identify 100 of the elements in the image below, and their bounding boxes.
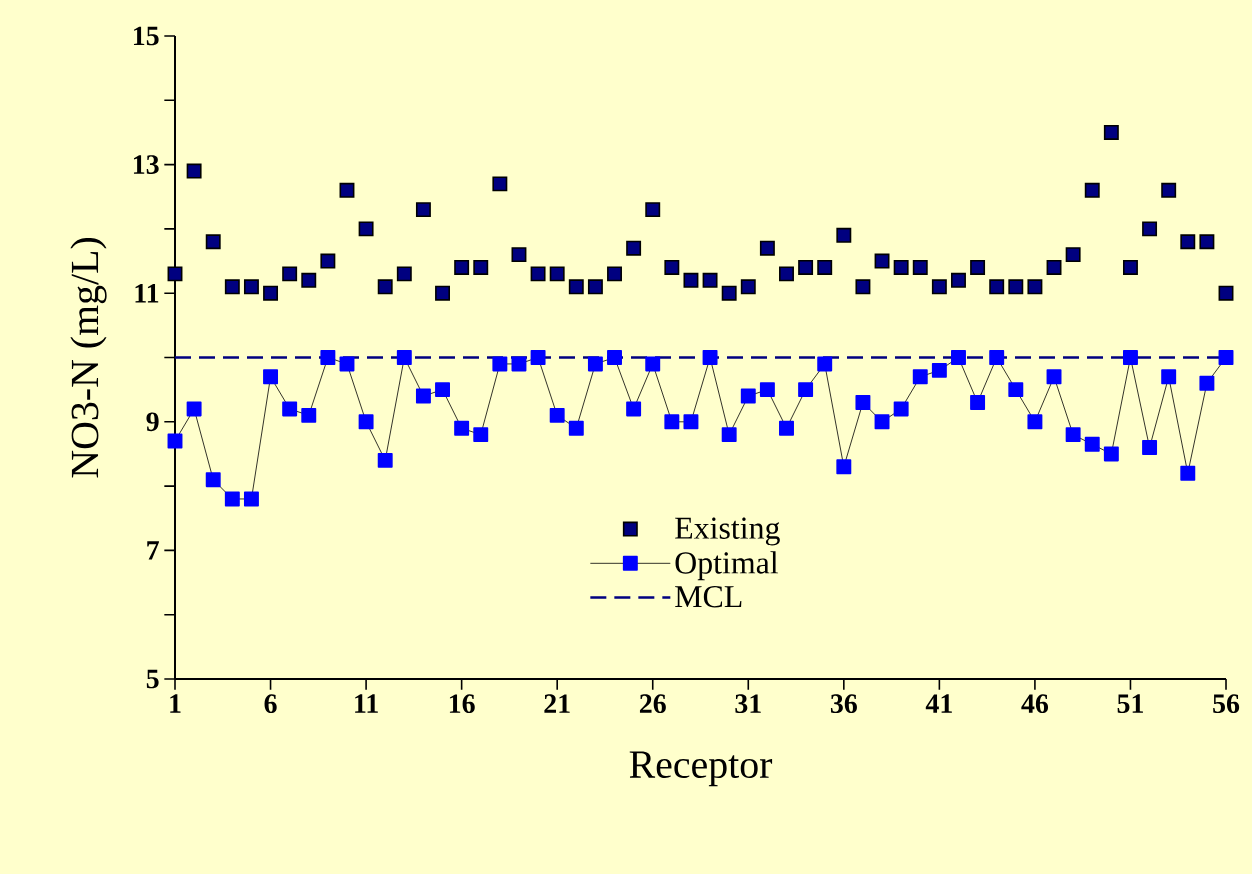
point <box>511 356 527 372</box>
point <box>740 388 756 404</box>
point <box>568 420 584 436</box>
point <box>358 414 374 430</box>
point <box>931 362 947 378</box>
point <box>855 395 871 410</box>
point <box>1065 427 1081 443</box>
point <box>912 369 928 385</box>
point <box>435 382 450 398</box>
point <box>301 272 317 288</box>
point <box>1142 440 1158 455</box>
x-tick-label: 11 <box>355 694 378 713</box>
point <box>664 414 680 430</box>
y-tick-label: 9 <box>146 412 159 432</box>
point <box>1027 414 1043 430</box>
point <box>702 350 718 365</box>
point <box>186 401 202 417</box>
point <box>1142 221 1158 237</box>
point <box>435 285 450 301</box>
x-tick-label: 41 <box>925 694 952 713</box>
point <box>798 260 814 275</box>
point <box>645 356 661 372</box>
point <box>740 279 756 295</box>
y-tick-label: 5 <box>146 669 159 689</box>
point <box>798 382 814 398</box>
point <box>492 176 508 192</box>
point <box>1199 234 1215 250</box>
point <box>205 472 221 488</box>
point <box>263 369 279 385</box>
point <box>1218 350 1234 365</box>
x-tick-label: 51 <box>1117 694 1143 714</box>
point <box>1161 182 1177 198</box>
point <box>396 350 412 365</box>
point <box>396 266 412 282</box>
legend-label: MCL <box>675 586 742 608</box>
point <box>243 279 259 295</box>
point <box>721 285 737 301</box>
point <box>339 182 355 198</box>
point <box>1084 436 1100 452</box>
point <box>243 491 259 507</box>
x-tick-label: 16 <box>449 694 475 714</box>
point <box>1180 465 1196 481</box>
point <box>970 260 986 275</box>
point <box>224 279 240 295</box>
point <box>1103 446 1119 462</box>
x-axis-title: Receptor <box>629 751 773 787</box>
point <box>167 433 183 449</box>
point <box>530 350 546 365</box>
point <box>186 163 202 179</box>
point <box>587 279 603 295</box>
point <box>224 491 240 507</box>
point <box>645 202 661 218</box>
point <box>549 266 565 282</box>
point <box>377 452 393 468</box>
point <box>931 279 947 295</box>
point <box>167 266 183 282</box>
y-tick-label: 13 <box>133 155 159 174</box>
point <box>530 266 546 282</box>
point <box>1199 375 1215 391</box>
point <box>817 356 833 372</box>
point <box>587 356 603 372</box>
point <box>1161 369 1177 385</box>
point <box>549 407 565 423</box>
legend-label: Existing <box>675 517 780 546</box>
point <box>301 407 317 423</box>
point <box>1180 234 1196 250</box>
point <box>320 350 336 365</box>
point <box>970 395 986 410</box>
point <box>607 350 622 365</box>
point <box>893 260 909 275</box>
point <box>874 253 890 269</box>
point <box>1123 350 1138 365</box>
point <box>817 260 833 275</box>
point <box>473 427 489 443</box>
point <box>454 420 470 436</box>
point <box>205 234 221 250</box>
point <box>664 260 680 275</box>
point <box>759 240 775 256</box>
point <box>492 356 508 372</box>
x-tick-label: 21 <box>544 694 570 713</box>
point <box>1103 124 1119 140</box>
point <box>702 272 718 288</box>
point <box>626 240 642 256</box>
point <box>721 427 737 443</box>
legend-label: Optimal <box>675 551 779 581</box>
x-tick-label: 36 <box>830 694 857 714</box>
y-axis-title: NO3-N (mg/L) <box>70 238 107 478</box>
y-tick-label: 15 <box>133 26 159 46</box>
point <box>1027 279 1043 295</box>
point <box>1218 285 1234 301</box>
point <box>511 247 527 263</box>
point <box>951 272 966 288</box>
point <box>1008 382 1024 398</box>
point <box>1008 279 1024 295</box>
point <box>836 459 852 475</box>
point <box>263 285 279 301</box>
point <box>607 266 622 282</box>
point <box>989 279 1005 295</box>
point <box>1084 182 1100 198</box>
point <box>893 401 909 417</box>
